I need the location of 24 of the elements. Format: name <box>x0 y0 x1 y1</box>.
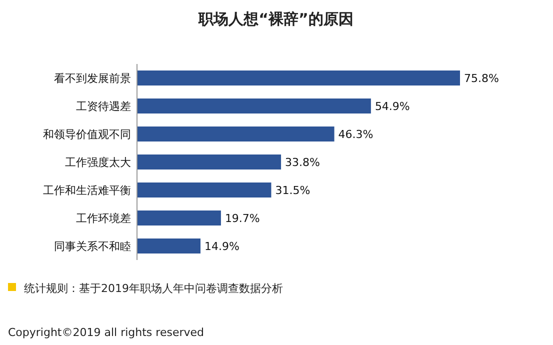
data-label: 54.9% <box>374 100 410 113</box>
y-tick-label: 工作强度太大 <box>65 156 131 169</box>
y-tick-label: 看不到发展前景 <box>54 72 131 85</box>
bar <box>137 210 221 226</box>
y-tick-label: 工作环境差 <box>76 212 131 225</box>
bar <box>137 98 371 114</box>
y-tick-label: 工资待遇差 <box>76 100 131 113</box>
bar <box>137 182 272 198</box>
data-label: 14.9% <box>204 240 240 253</box>
data-label: 31.5% <box>275 184 310 197</box>
bar <box>137 126 334 142</box>
data-label: 19.7% <box>224 212 260 225</box>
y-tick-label: 和领导价值观不同 <box>43 128 131 141</box>
text: 统计规则：基于2019年职场人年中问卷调查数据分析 <box>24 282 283 295</box>
text: Copyright©2019 all rights reserved <box>8 326 204 339</box>
chart-title: 职场人想“裸辞”的原因 <box>198 10 354 28</box>
y-tick-label: 工作和生活难平衡 <box>43 184 131 197</box>
y-tick-label: 同事关系不和睦 <box>54 240 131 253</box>
bar <box>137 238 200 254</box>
data-label: 33.8% <box>285 156 320 169</box>
bar <box>137 154 282 170</box>
bar <box>137 70 460 86</box>
data-label: 46.3% <box>338 128 374 141</box>
data-label: 75.8% <box>464 72 499 85</box>
